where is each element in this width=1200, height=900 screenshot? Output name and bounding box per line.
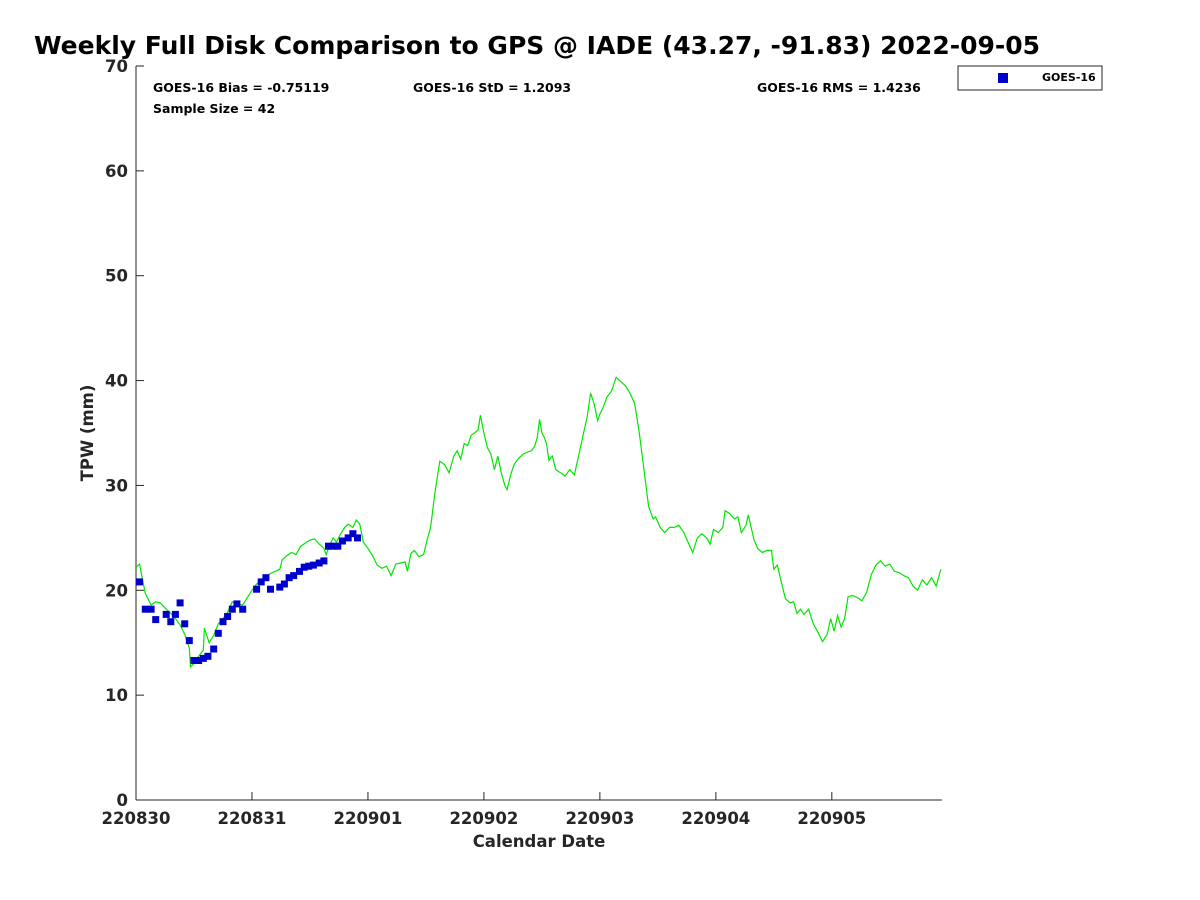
x-tick-label: 220830 xyxy=(102,809,171,828)
goes-16-data-point xyxy=(228,605,236,613)
y-tick-label: 20 xyxy=(105,581,128,600)
x-ticks: 220830 220831 220901 220902 220903 220904 2209… xyxy=(102,792,866,828)
x-tick-label: 220905 xyxy=(797,809,866,828)
goes-16-data-point xyxy=(344,534,352,542)
y-tick-label: 0 xyxy=(117,791,128,810)
y-tick-label: 60 xyxy=(105,162,128,181)
y-tick-label: 40 xyxy=(105,372,128,391)
sample-size-stat: Sample Size = 42 xyxy=(153,101,275,116)
goes-16-data-point xyxy=(224,613,232,620)
legend-box xyxy=(957,65,1103,91)
goes-16-data-point xyxy=(325,542,332,550)
goes-16-data-point xyxy=(329,542,337,550)
x-tick-label: 220901 xyxy=(333,809,402,828)
goes-16-data-point xyxy=(219,618,227,626)
x-tick-label: 220903 xyxy=(565,809,634,828)
goes-16-data-point xyxy=(315,559,323,567)
goes-16-data-point xyxy=(285,574,293,582)
goes-16-data-point xyxy=(181,620,189,628)
gps-series-line xyxy=(135,376,942,669)
goes-16-data-point xyxy=(204,652,212,660)
std-stat: GOES-16 StD = 1.2093 xyxy=(413,80,571,95)
goes-16-data-point xyxy=(210,645,218,653)
goes-16-data-point xyxy=(185,637,193,645)
y-axis-label: TPW (mm) xyxy=(78,385,97,482)
goes-16-data-point xyxy=(309,561,317,569)
plot-frame xyxy=(135,66,942,801)
goes-16-data-point xyxy=(141,605,149,613)
x-tick-label: 220902 xyxy=(449,809,518,828)
goes-16-data-point xyxy=(162,610,170,618)
goes-16-data-point xyxy=(354,534,361,542)
goes-16-data-point xyxy=(296,567,303,575)
goes-16-data-point xyxy=(171,610,179,618)
y-ticks: 0 10 20 30 40 50 60 70 xyxy=(105,57,144,810)
goes-16-data-point xyxy=(320,557,328,565)
goes-16-data-point xyxy=(233,600,241,608)
legend-label-goes-16: GOES-16 xyxy=(1042,71,1096,84)
goes-16-data-point xyxy=(257,578,265,586)
goes-16-data-point xyxy=(167,618,175,626)
goes-16-data-point xyxy=(305,562,313,570)
goes-16-data-point xyxy=(136,578,143,586)
goes-16-data-point xyxy=(290,572,298,580)
goes-16-data-point xyxy=(349,530,357,538)
y-tick-label: 50 xyxy=(105,267,128,286)
goes-16-series-points xyxy=(136,530,361,664)
bias-stat: GOES-16 Bias = -0.75119 xyxy=(153,80,329,95)
goes-16-data-point xyxy=(253,585,261,593)
y-tick-label: 30 xyxy=(105,476,128,495)
goes-16-data-point xyxy=(276,583,284,591)
goes-16-data-point xyxy=(300,563,308,571)
goes-16-data-point xyxy=(176,599,184,607)
x-axis-label: Calendar Date xyxy=(473,832,606,851)
goes-16-data-point xyxy=(262,574,270,582)
goes-16-data-point xyxy=(214,629,222,637)
goes-16-data-point xyxy=(152,616,160,624)
goes-16-data-point xyxy=(338,537,346,545)
goes-16-data-point xyxy=(190,657,198,664)
y-tick-label: 10 xyxy=(105,686,128,705)
goes-16-data-point xyxy=(280,580,288,588)
x-tick-label: 220904 xyxy=(681,809,750,828)
legend-marker-goes-16 xyxy=(998,73,1008,83)
legend: GOES-16 xyxy=(957,65,1103,91)
goes-16-data-point xyxy=(267,585,274,593)
goes-16-data-point xyxy=(147,605,155,613)
chart-title: Weekly Full Disk Comparison to GPS @ IAD… xyxy=(34,31,1040,60)
goes-16-data-point xyxy=(239,605,247,613)
goes-16-data-point xyxy=(195,657,203,664)
rms-stat: GOES-16 RMS = 1.4236 xyxy=(757,80,921,95)
goes-16-data-point xyxy=(334,542,342,550)
y-tick-label: 70 xyxy=(105,57,128,76)
goes-16-data-point xyxy=(199,654,207,662)
x-tick-label: 220831 xyxy=(218,809,287,828)
